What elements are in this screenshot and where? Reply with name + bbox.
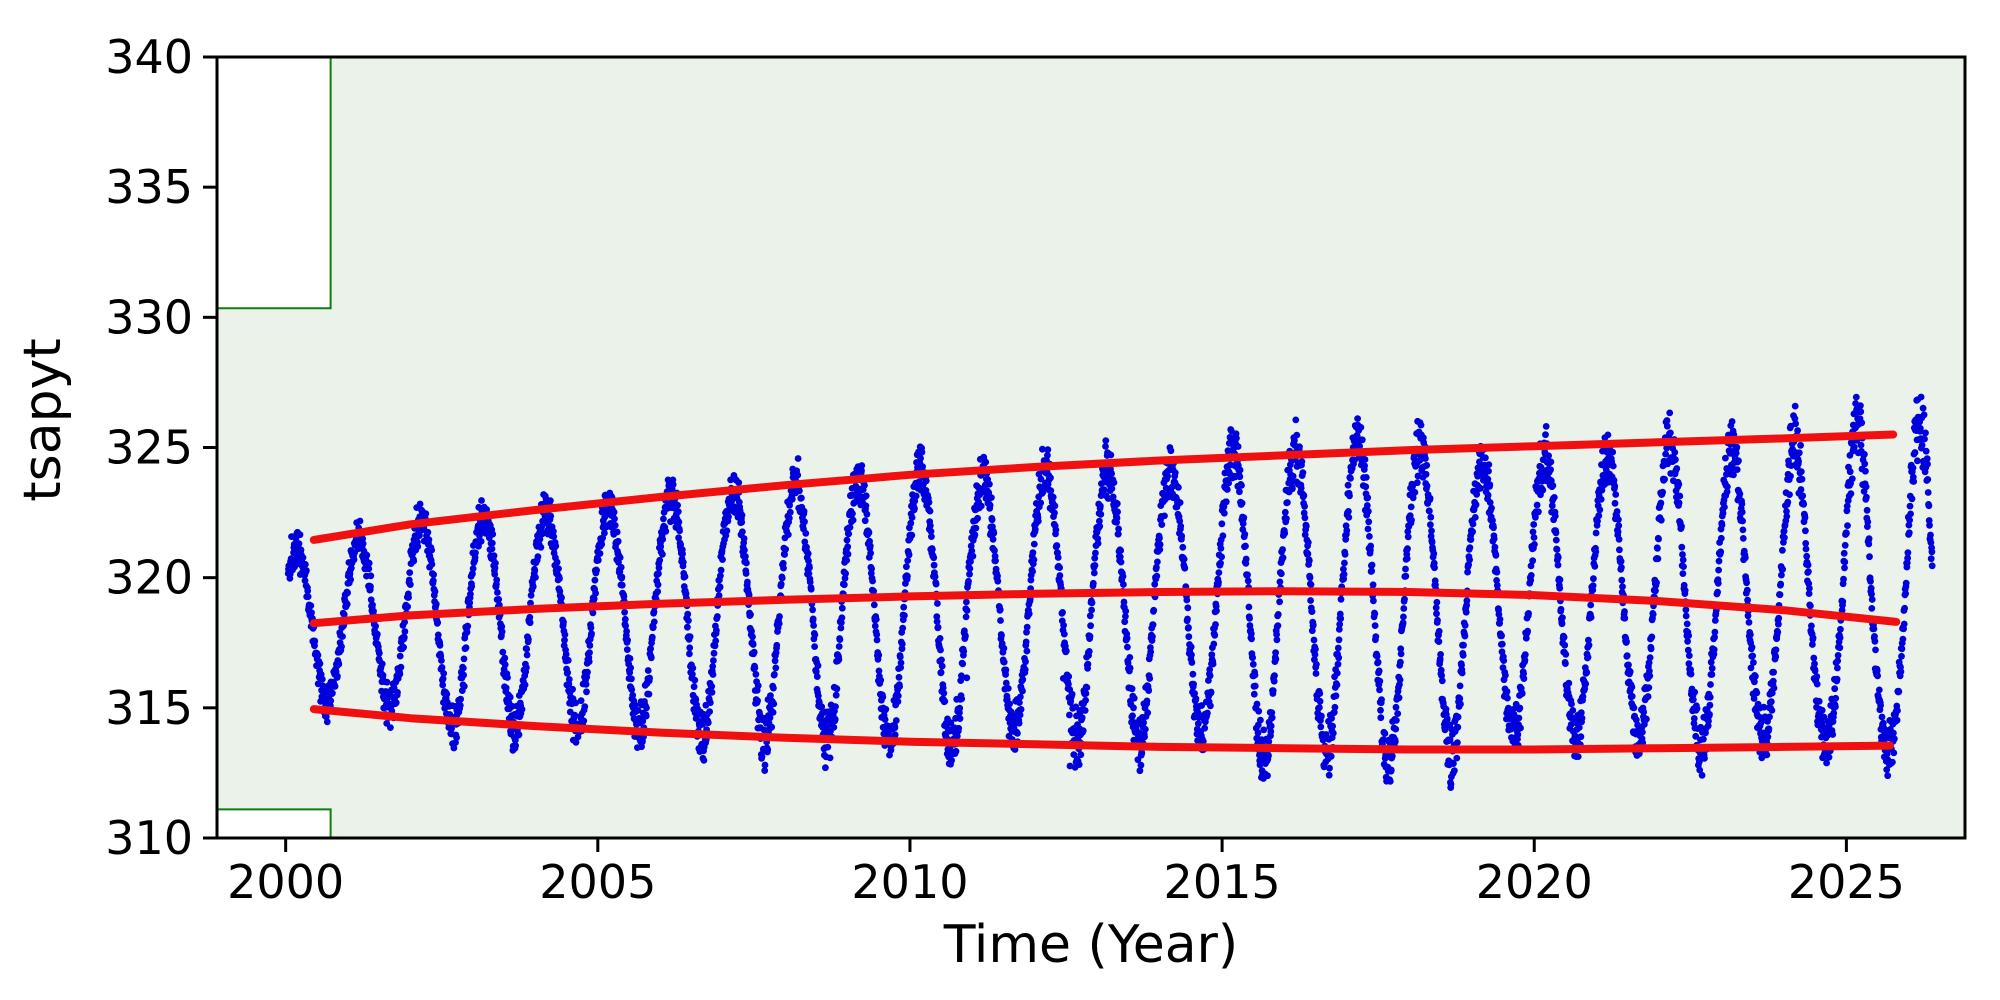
y-axis-label: tsapyt [13,338,73,502]
trend-line-upper [309,430,1898,544]
tick-marks-and-labels: 2000 2005 2010 2015 2020 2025 310 315 320 325 330 3… [105,30,1905,909]
y-tick-label: 315 [105,681,193,735]
y-tick-label: 335 [105,160,193,214]
trend-line-middle [309,587,1901,628]
y-tick-label: 310 [105,811,193,865]
trend-lines [309,430,1901,754]
y-tick-label: 320 [105,551,193,605]
y-tick-label: 340 [105,30,193,84]
x-tick-label: 2010 [851,855,968,909]
x-axis-label: Time (Year) [943,915,1238,975]
x-tick-label: 2020 [1476,855,1593,909]
x-tick-label: 2000 [227,855,344,909]
y-tick-label: 325 [105,421,193,475]
x-tick-label: 2005 [539,855,656,909]
y-tick-label: 330 [105,290,193,344]
x-tick-label: 2015 [1164,855,1281,909]
trend-line-lower [309,705,1895,754]
x-tick-label: 2025 [1788,855,1905,909]
